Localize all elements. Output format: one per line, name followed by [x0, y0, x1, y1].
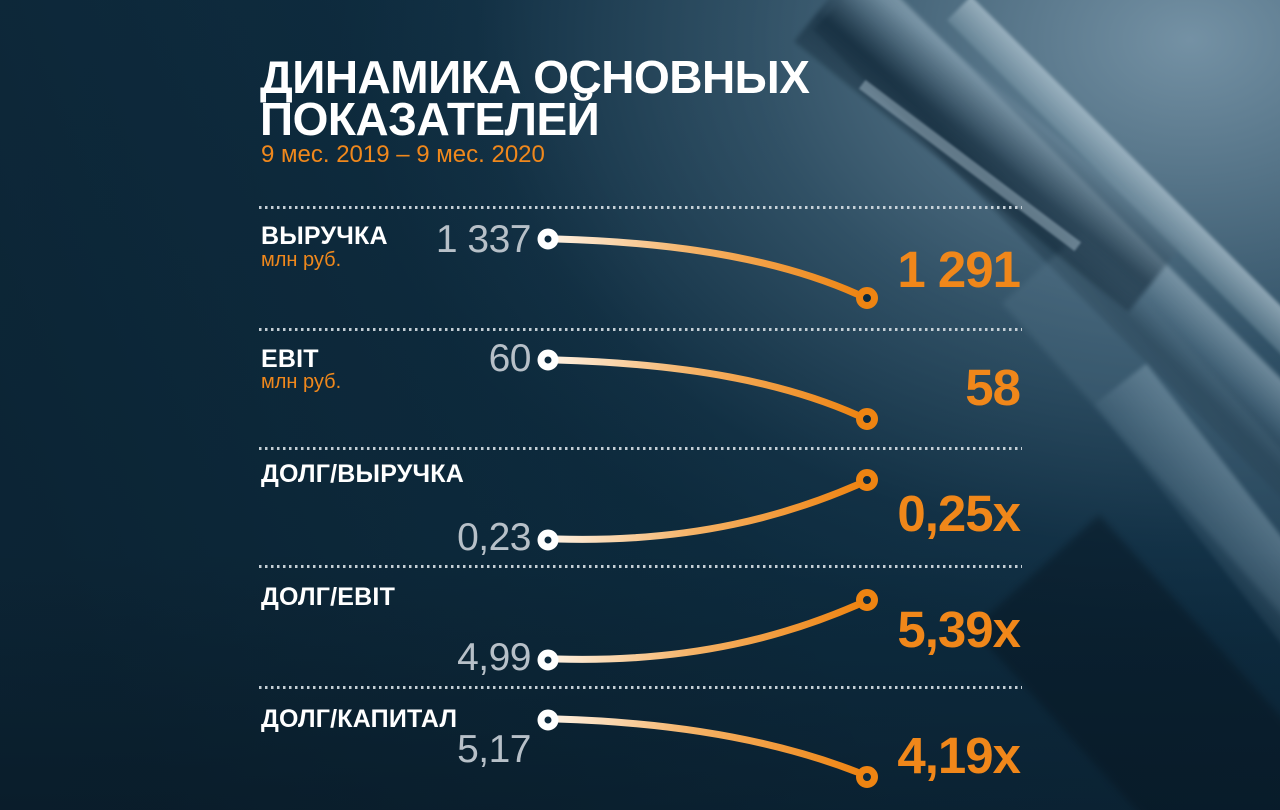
metric-label-revenue: ВЫРУЧКА — [261, 222, 388, 250]
metric-unit-revenue: млн руб. — [261, 249, 342, 271]
period-subtitle: 9 мес. 2019 – 9 мес. 2020 — [261, 141, 545, 168]
dotted-divider — [259, 686, 1022, 689]
dotted-divider — [259, 447, 1022, 450]
value-2019-ebit: 60 — [488, 337, 532, 380]
value-2019-debt-ebit: 4,99 — [457, 636, 531, 679]
metric-label-debt-revenue: ДОЛГ/ВЫРУЧКА — [261, 460, 464, 488]
page-title-line1: ДИНАМИКА ОСНОВНЫХ — [260, 51, 810, 103]
value-2020-debt-capital: 4,19x — [897, 727, 1021, 784]
metric-label-ebit: EBIT — [261, 345, 319, 373]
dotted-divider — [259, 206, 1022, 209]
metric-label-debt-capital: ДОЛГ/КАПИТАЛ — [261, 705, 458, 733]
dotted-divider — [259, 328, 1022, 331]
value-2019-revenue: 1 337 — [435, 218, 532, 261]
value-2020-debt-revenue: 0,25x — [897, 485, 1021, 542]
dotted-divider — [259, 565, 1022, 568]
value-2020-debt-ebit: 5,39x — [897, 601, 1021, 658]
metric-label-debt-ebit: ДОЛГ/EBIT — [261, 583, 396, 611]
page-title-line2: ПОКАЗАТЕЛЕЙ — [260, 93, 600, 145]
page-title: ДИНАМИКА ОСНОВНЫХ ПОКАЗАТЕЛЕЙ — [260, 51, 810, 145]
metric-unit-ebit: млн руб. — [261, 371, 342, 393]
value-2020-ebit: 58 — [965, 359, 1021, 416]
value-2020-revenue: 1 291 — [897, 241, 1021, 298]
value-2019-debt-capital: 5,17 — [457, 728, 531, 771]
value-2019-debt-revenue: 0,23 — [457, 516, 531, 559]
